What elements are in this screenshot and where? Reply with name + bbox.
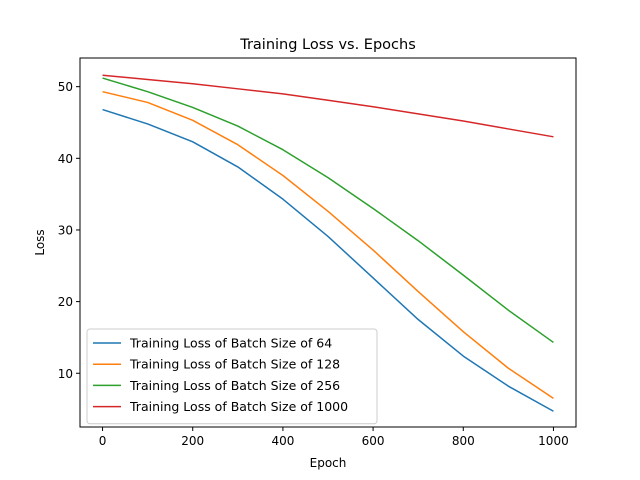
legend: Training Loss of Batch Size of 64 Trainin… bbox=[86, 328, 378, 425]
x-tick-label-1: 200 bbox=[181, 434, 204, 448]
y-tick-label-0: 10 bbox=[58, 367, 73, 381]
plot-area bbox=[102, 74, 554, 412]
y-axis-label: Loss bbox=[33, 229, 47, 255]
series-line-0 bbox=[102, 108, 554, 412]
x-axis-label: Epoch bbox=[310, 456, 347, 470]
x-axis: 0 200 400 600 800 1000 bbox=[99, 427, 569, 448]
series-line-1 bbox=[102, 90, 554, 399]
series-line-2 bbox=[102, 77, 554, 344]
legend-label-0: Training Loss of Batch Size of 64 bbox=[129, 336, 332, 351]
legend-box bbox=[86, 328, 378, 425]
legend-label-1: Training Loss of Batch Size of 128 bbox=[129, 357, 340, 372]
legend-label-3: Training Loss of Batch Size of 1000 bbox=[129, 399, 348, 414]
x-tick-label-2: 400 bbox=[271, 434, 294, 448]
x-tick-label-0: 0 bbox=[99, 434, 107, 448]
y-tick-label-3: 40 bbox=[58, 152, 73, 166]
y-axis: 10 20 30 40 50 bbox=[58, 80, 80, 381]
y-tick-label-2: 30 bbox=[58, 223, 73, 237]
y-tick-label-4: 50 bbox=[58, 80, 73, 94]
y-tick-label-1: 20 bbox=[58, 295, 73, 309]
series-line-3 bbox=[102, 74, 554, 138]
x-tick-label-5: 1000 bbox=[538, 434, 569, 448]
x-tick-label-4: 800 bbox=[452, 434, 475, 448]
x-tick-label-3: 600 bbox=[362, 434, 385, 448]
chart-title: Training Loss vs. Epochs bbox=[239, 37, 416, 53]
legend-label-2: Training Loss of Batch Size of 256 bbox=[129, 378, 340, 393]
axes-frame bbox=[79, 57, 577, 428]
